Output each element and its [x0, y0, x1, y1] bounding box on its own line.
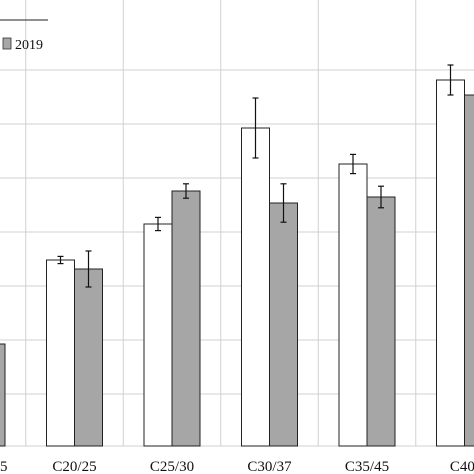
legend-label-series-2: 2019 [15, 38, 43, 53]
bar-series-1-C30/37 [241, 127, 270, 447]
error-bar-series-1-C40/50 [447, 64, 454, 96]
x-tick-label-3: C30/37 [247, 459, 292, 474]
error-bar-series-1-C20/25 [57, 255, 64, 265]
bar-series-1-C25/30 [143, 223, 173, 447]
bar-series-2-C30/37 [269, 202, 298, 447]
x-tick-label-1: C20/25 [52, 459, 96, 474]
bar-series-1-C20/25 [46, 259, 75, 447]
error-bar-series-2-C30/37 [280, 183, 287, 223]
legend: 2019 [0, 19, 48, 53]
error-bar-series-1-C30/37 [252, 97, 259, 159]
error-bars [57, 64, 454, 288]
error-bar-series-1-C25/30 [155, 216, 161, 232]
x-tick-label-2: C25/30 [150, 459, 194, 474]
x-tick-labels: 5 C20/25 C25/30 C30/37 C35/45 C40/ [0, 459, 474, 474]
x-tick-label-4: C35/45 [345, 459, 389, 474]
bar-series-1-C35/45 [338, 163, 368, 447]
bar-series-1-C40/50 [436, 79, 465, 447]
error-bar-series-1-C35/45 [350, 153, 356, 175]
legend-swatch-series-2 [2, 37, 12, 50]
bar-series-2-C40/50 [464, 94, 474, 447]
x-tick-label-5: C40/ [450, 459, 474, 474]
bar-series-2-C16/20 [0, 343, 6, 447]
error-bar-series-2-C20/25 [85, 250, 92, 288]
bar-series-2-C25/30 [171, 190, 201, 447]
bars [0, 79, 474, 447]
x-tick-label-0: 5 [0, 459, 8, 474]
bar-series-2-C35/45 [366, 196, 396, 447]
error-bar-series-2-C35/45 [378, 185, 384, 209]
error-bar-series-2-C25/30 [183, 183, 189, 199]
bar-series-2-C20/25 [74, 268, 103, 447]
